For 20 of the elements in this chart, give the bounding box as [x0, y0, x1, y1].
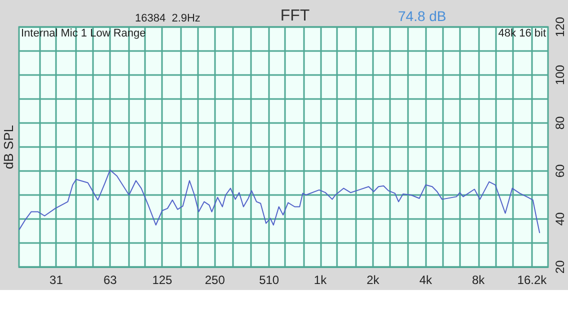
x-tick-label: 63	[103, 273, 118, 287]
y-tick-label: 20	[553, 260, 567, 274]
chart-title: FFT	[280, 8, 310, 24]
y-tick-label: 100	[553, 64, 567, 86]
y-tick-label: 60	[553, 164, 567, 178]
y-tick-label: 40	[553, 212, 567, 226]
y-axis-title: dB SPL	[1, 124, 16, 170]
x-tick-label: 8k	[472, 273, 486, 287]
x-tick-label: 510	[259, 273, 280, 287]
x-tick-label: 125	[152, 273, 173, 287]
text: 74.8 dB	[398, 8, 446, 24]
y-tick-label: 80	[553, 116, 567, 130]
x-tick-label: 2k	[366, 273, 380, 287]
y-tick-label: 120	[553, 16, 567, 38]
text: 16384 2.9Hz	[135, 12, 200, 24]
x-tick-label: 4k	[419, 273, 433, 287]
x-tick-label: 31	[50, 273, 64, 287]
x-tick-label: 250	[204, 273, 226, 287]
x-tick-label: 16.2k	[517, 273, 548, 287]
x-tick-label: 1k	[314, 273, 328, 287]
